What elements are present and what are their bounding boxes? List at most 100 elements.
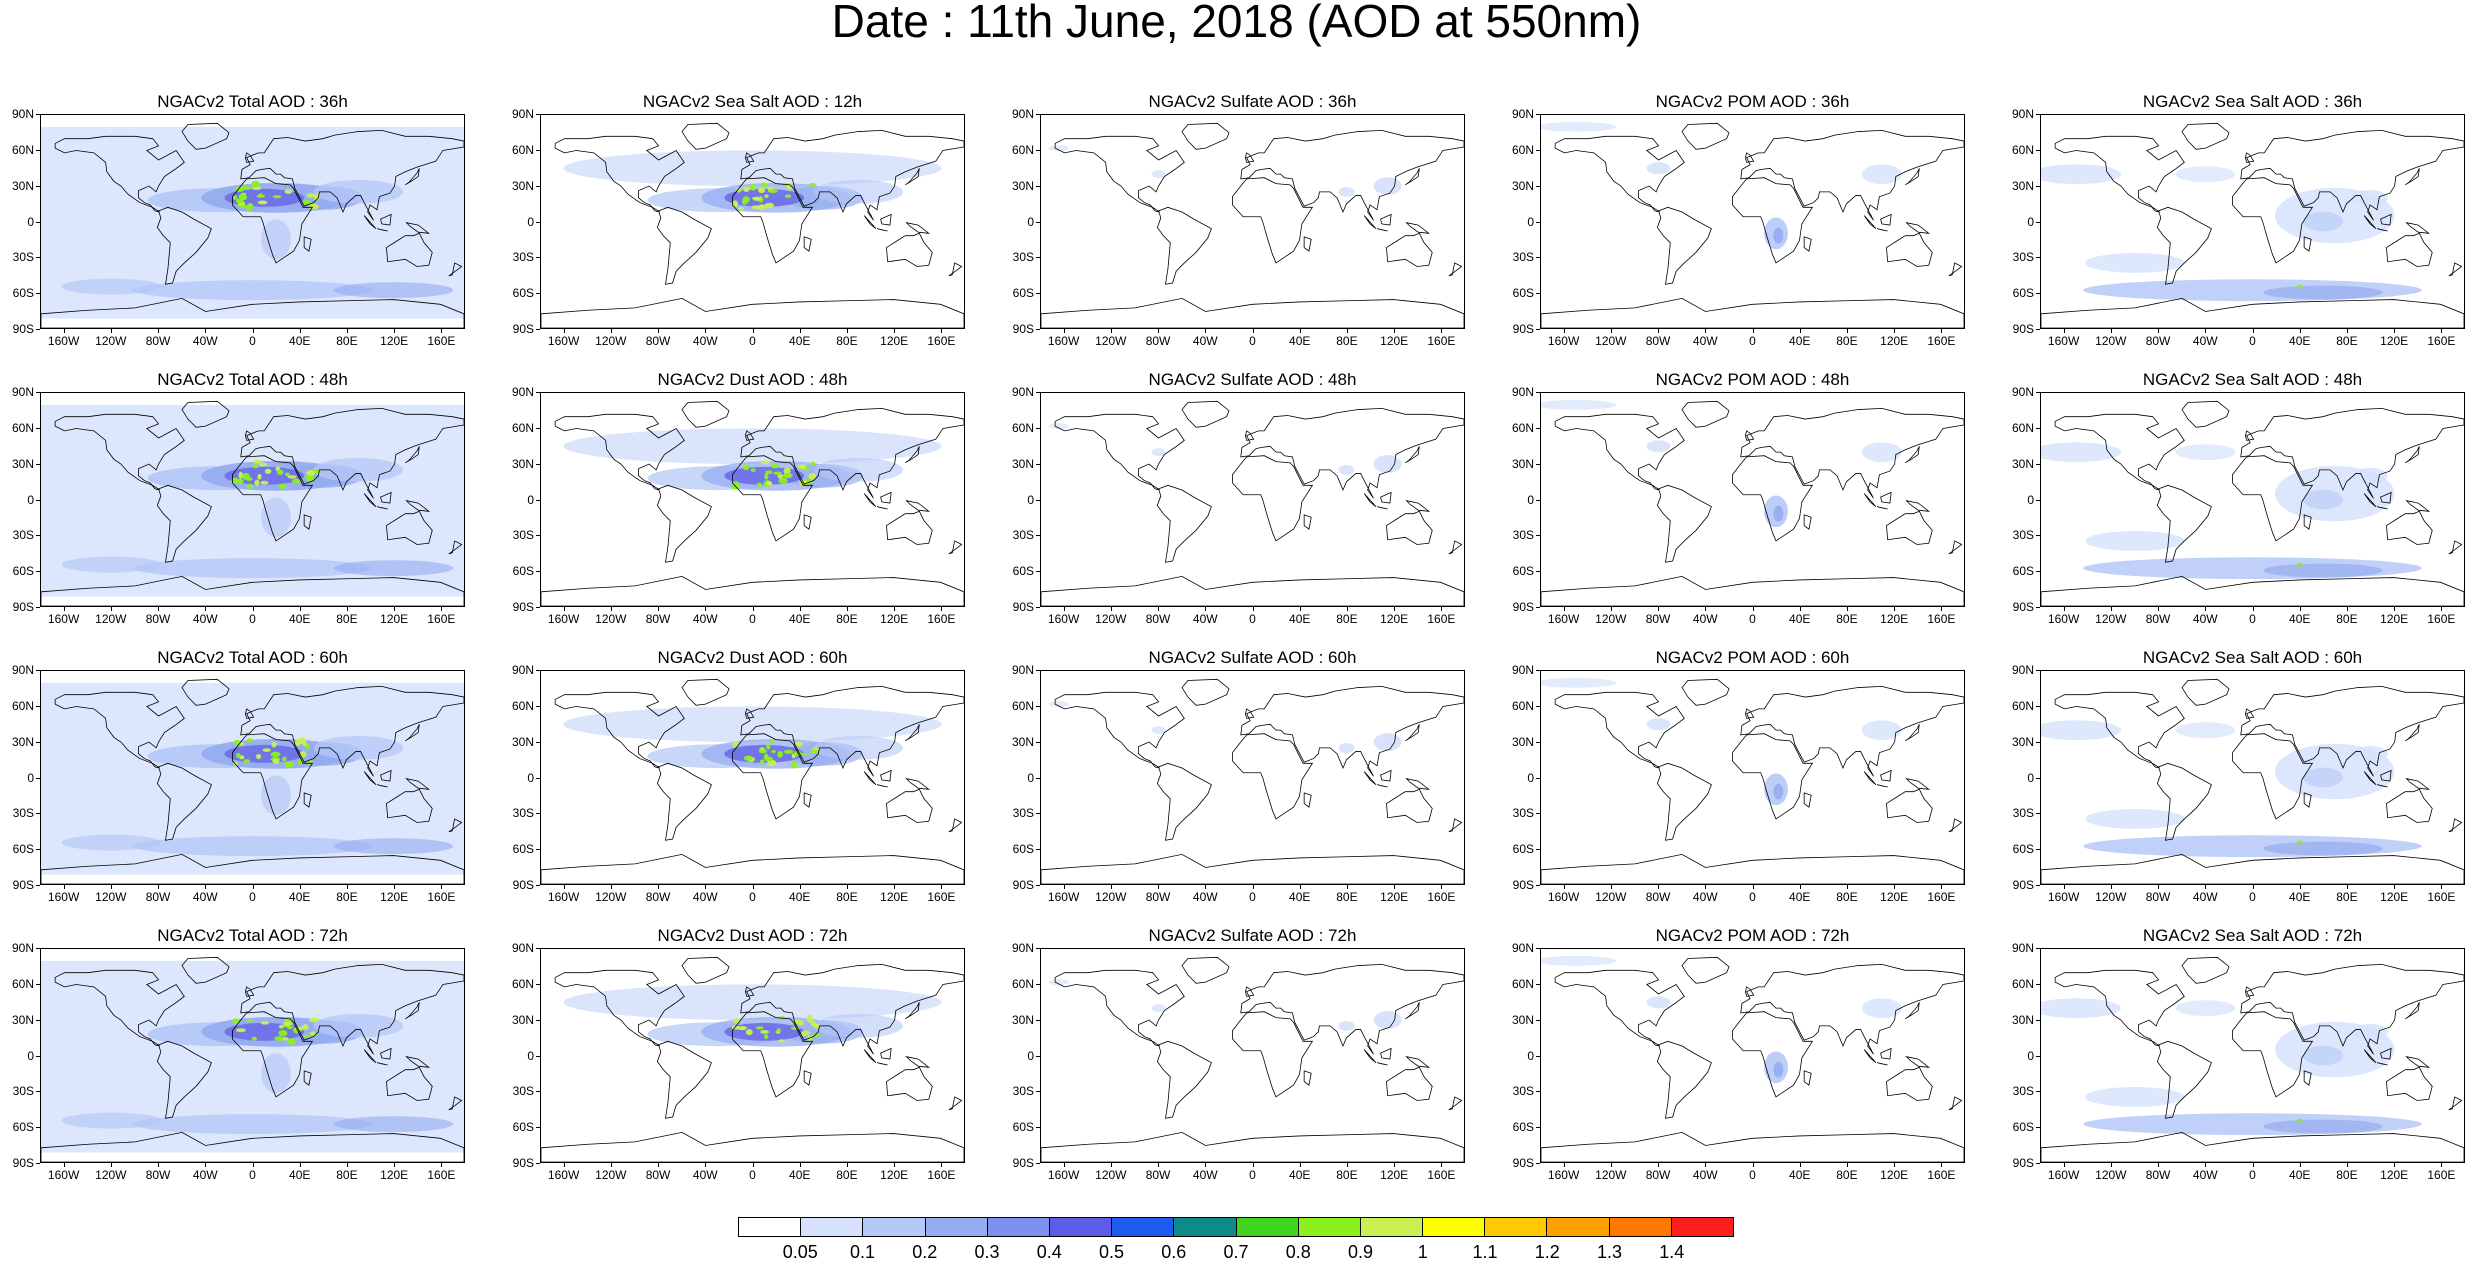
longitude-tick-label: 160E	[427, 334, 456, 348]
longitude-tick	[1441, 329, 1443, 333]
aod-field-patch	[313, 1014, 404, 1038]
aod-field-patch	[231, 477, 239, 485]
aod-field-patch	[1151, 726, 1166, 735]
longitude-tick	[563, 885, 565, 889]
longitude-tick	[1346, 1163, 1348, 1167]
latitude-tick-label: 90S	[1012, 1156, 1034, 1170]
longitude-tick	[394, 607, 396, 611]
longitude-tick	[1941, 885, 1943, 889]
longitude-tick-label: 0	[1249, 1168, 1256, 1182]
coastline-outline	[1948, 540, 1963, 555]
longitude-tick-label: 40E	[789, 334, 811, 348]
map-plot-area	[1040, 670, 1465, 885]
coastline-outline	[656, 762, 712, 841]
aod-field-patch	[2303, 489, 2343, 510]
coastline-outline	[1448, 818, 1463, 833]
latitude-tick	[1036, 571, 1040, 573]
longitude-tick	[1110, 885, 1112, 889]
aod-field-patch	[783, 467, 791, 475]
longitude-tick	[2299, 885, 2301, 889]
world-map	[541, 122, 964, 328]
aod-field-patch	[2041, 442, 2122, 463]
map-plot-area	[1540, 670, 1965, 885]
coastline-outline	[245, 430, 255, 441]
longitude-tick	[846, 1163, 848, 1167]
coastline-outline	[240, 963, 464, 1055]
latitude-tick	[36, 607, 40, 608]
longitude-tick	[1441, 607, 1443, 611]
map-plot-area	[2040, 948, 2465, 1163]
coastline-outline	[386, 1066, 433, 1101]
latitude-tick	[36, 705, 40, 707]
coastline-outline	[2405, 724, 2420, 742]
longitude-tick	[1158, 885, 1160, 889]
aod-field-patch	[1861, 998, 1902, 1019]
coastline-outline	[2376, 506, 2388, 510]
longitude-tick-label: 160W	[47, 612, 80, 626]
latitude-tick	[536, 427, 540, 429]
coastline-outline	[1054, 413, 1185, 491]
coastline-outline	[948, 262, 963, 277]
coastline-outline	[1181, 678, 1230, 706]
coastline-outline	[876, 1062, 888, 1066]
coastline-outline	[376, 1062, 388, 1066]
panel-title: NGACv2 Sea Salt AOD : 12h	[642, 92, 863, 111]
aod-field-patch	[2352, 1023, 2388, 1040]
world-map	[1041, 956, 1464, 1162]
coastline-outline	[2376, 784, 2388, 788]
map-panel: NGACv2 POM AOD : 48h 90N 60N 30N 0 30S 60S 90S 1…	[1500, 370, 1965, 650]
longitude-tick	[2158, 607, 2160, 611]
longitude-tick-label: 0	[1749, 334, 1756, 348]
panel-title: NGACv2 Total AOD : 60h	[157, 648, 348, 667]
longitude-tick	[2299, 329, 2301, 333]
latitude-tick-label: 0	[1027, 770, 1034, 785]
aod-field-patch	[1861, 720, 1902, 741]
aod-field-patch	[1646, 162, 1671, 175]
latitude-tick-label: 90S	[1512, 600, 1534, 614]
longitude-tick-label: 160E	[1427, 334, 1456, 348]
aod-field-patch	[778, 1039, 785, 1043]
longitude-tick-label: 120E	[1380, 334, 1409, 348]
longitude-tick	[799, 1163, 801, 1167]
coastline-outline	[1156, 484, 1212, 563]
coastline-outline	[1303, 1070, 1312, 1086]
longitude-tick	[1063, 1163, 1065, 1167]
longitude-tick	[1346, 329, 1348, 333]
aod-field-patch	[294, 1026, 305, 1031]
longitude-tick-label: 80W	[1645, 1168, 1671, 1182]
aod-field-patch	[284, 189, 293, 194]
coastline-outline	[1905, 1056, 1931, 1068]
coastline-outline	[2380, 1047, 2392, 1060]
coastline-outline	[1245, 986, 1255, 997]
map-panel: NGACv2 Sulfate AOD : 36h 90N 60N 30N 0 30S 60S…	[1000, 92, 1465, 372]
aod-field-patch	[771, 749, 776, 754]
page-title: Date : 11th June, 2018 (AOD at 550nm)	[831, 0, 1642, 47]
coastline-outline	[554, 135, 685, 213]
longitude-tick	[346, 1163, 348, 1167]
coastline-outline	[2386, 788, 2433, 823]
coastline-outline	[2376, 1062, 2388, 1066]
coastline-outline	[1554, 969, 1685, 1047]
latitude-tick-label: 60N	[11, 698, 34, 713]
aod-field-patch	[799, 752, 809, 757]
longitude-tick	[1610, 1163, 1612, 1167]
aod-field-patch	[309, 1017, 319, 1023]
longitude-tick	[2205, 1163, 2207, 1167]
aod-field-patch	[302, 741, 308, 747]
longitude-tick-label: 160W	[1047, 890, 1080, 904]
latitude-tick-label: 60S	[12, 564, 34, 579]
aod-field-patch	[235, 752, 241, 758]
colorbar-label: 0.9	[1347, 1242, 1374, 1262]
latitude-tick	[2036, 983, 2040, 985]
longitude-tick-label: 120W	[1595, 334, 1627, 348]
longitude-tick-label: 120W	[595, 334, 627, 348]
aod-field-patch	[2085, 809, 2185, 829]
aod-field-patch	[777, 474, 784, 479]
latitude-tick-label: 30S	[1012, 528, 1034, 543]
longitude-tick	[1658, 885, 1660, 889]
latitude-tick	[536, 849, 540, 851]
longitude-tick	[2252, 329, 2254, 333]
map-panel: NGACv2 Sulfate AOD : 72h 90N 60N 30N 0 30S 60S…	[1000, 926, 1465, 1206]
longitude-tick	[2063, 329, 2065, 333]
latitude-tick-label: 30N	[11, 178, 34, 193]
